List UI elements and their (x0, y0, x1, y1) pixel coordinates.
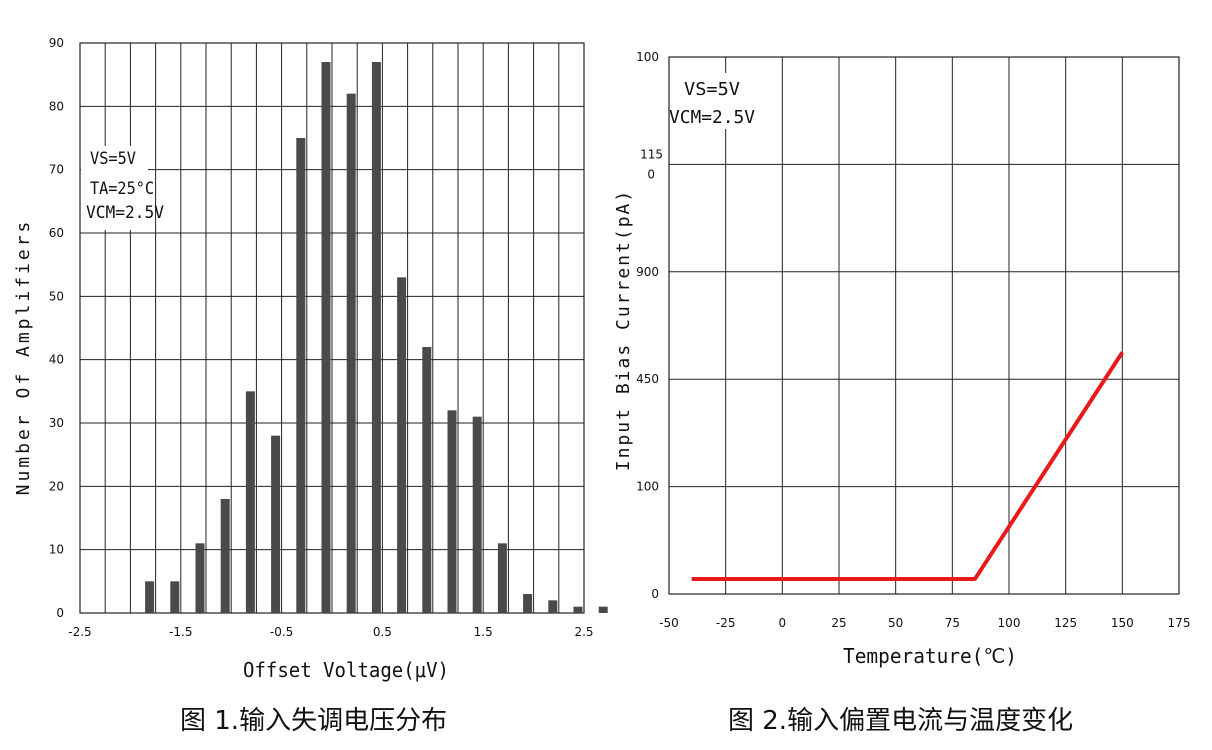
plot-frame (79, 42, 585, 614)
histogram-bar (346, 93, 356, 613)
figure-2-caption: 图 2.输入偏置电流与温度变化 (728, 706, 1074, 736)
y-tick-label: 30 (49, 416, 64, 430)
histogram-bar (422, 347, 432, 613)
histogram-bar (573, 606, 583, 613)
annotation-text: VS=5V (90, 149, 136, 169)
histogram-bar (497, 543, 507, 613)
histogram-bar (371, 62, 381, 613)
x-tick-label: 25 (831, 616, 846, 630)
annotation-background (81, 146, 148, 230)
x-tick-label: 50 (888, 616, 903, 630)
annotation-text: TA=25°C (90, 179, 154, 199)
histogram-bar (145, 581, 155, 613)
x-tick-label: 0.5 (373, 625, 392, 639)
histogram-bar (397, 277, 407, 613)
y-tick-label: 0 (56, 606, 64, 620)
x-tick-label: 100 (998, 616, 1021, 630)
x-tick-label: -0.5 (270, 625, 293, 639)
x-tick-label: 0 (779, 616, 787, 630)
y-tick-label: 100 (636, 50, 659, 64)
histogram-bar (170, 581, 180, 613)
y-tick-label: 10 (49, 543, 64, 557)
histogram-bar (321, 62, 331, 613)
y-tick-label: 100 (636, 480, 659, 494)
x-tick-label: -25 (716, 616, 736, 630)
x-tick-label: 175 (1168, 616, 1191, 630)
figure-1-caption: 图 1.输入失调电压分布 (180, 706, 448, 736)
histogram-bar (447, 410, 457, 613)
y-axis-title: Number Of Amplifiers (13, 219, 34, 496)
histogram-bar (523, 594, 533, 613)
annotation-text: VCM=2.5V (86, 203, 164, 223)
y-tick-label: 90 (49, 36, 64, 50)
y-tick-label: 450 (636, 372, 659, 386)
histogram-bar (195, 543, 205, 613)
histogram-bar (271, 435, 281, 613)
histogram-bar (245, 391, 255, 613)
y-tick-label: 70 (49, 163, 64, 177)
y-tick-label: 80 (49, 99, 64, 113)
y-tick-label: 50 (49, 289, 64, 303)
y-tick-label: 900 (636, 265, 659, 279)
x-axis-title: Temperature(℃) (843, 644, 1017, 668)
annotation-text: VCM=2.5V (669, 107, 755, 128)
x-tick-label: 125 (1054, 616, 1077, 630)
y-tick-label-line1: 115 (640, 147, 663, 161)
y-axis-title: Input Bias Current(pA) (613, 189, 634, 471)
x-axis-title: Offset Voltage(μV) (243, 658, 449, 682)
y-tick-label: 20 (49, 479, 64, 493)
y-tick-label: 40 (49, 353, 64, 367)
histogram-bar (598, 606, 608, 613)
x-tick-label: -1.5 (169, 625, 192, 639)
histogram-bar (548, 600, 558, 613)
x-tick-label: 1.5 (474, 625, 493, 639)
y-tick-label-line2: 0 (647, 167, 655, 181)
histogram-bar (296, 138, 306, 613)
offset-voltage-histogram: 0 10 20 30 40 50 60 70 80 90 -2.5 -1.5 -0.5 0.5 1.5 2.5… (13, 36, 608, 682)
x-tick-label: 150 (1111, 616, 1134, 630)
histogram-bar (220, 499, 230, 613)
annotation-background (670, 73, 760, 129)
x-tick-label: 75 (945, 616, 960, 630)
x-tick-label: 2.5 (574, 625, 593, 639)
bias-current-line-chart: 0 100 450 900 100 115 0 -50 -25 0 25 50 75 100 125 150 1… (613, 50, 1190, 668)
annotation-text: VS=5V (684, 79, 740, 100)
plot-frame (668, 56, 1180, 595)
y-tick-label: 0 (651, 587, 659, 601)
bias-current-line (691, 351, 1125, 581)
y-tick-label: 60 (49, 226, 64, 240)
x-tick-label: -2.5 (68, 625, 91, 639)
histogram-bar (472, 416, 482, 613)
x-tick-label: -50 (659, 616, 679, 630)
